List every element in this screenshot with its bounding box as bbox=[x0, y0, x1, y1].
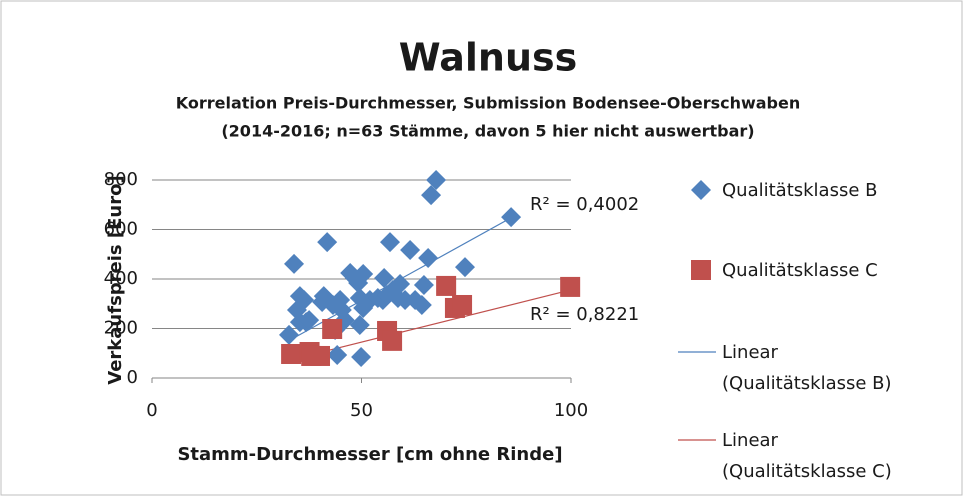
y-tick-label: 0 bbox=[127, 367, 138, 388]
point bbox=[452, 294, 473, 315]
point bbox=[426, 170, 447, 190]
point bbox=[281, 343, 302, 364]
point bbox=[310, 345, 331, 366]
point bbox=[353, 264, 374, 285]
r2-label: R² = 0,4002 bbox=[530, 194, 639, 215]
y-tick-label: 800 bbox=[104, 169, 138, 190]
point bbox=[413, 274, 434, 295]
chart-subtitle: Korrelation Preis-Durchmesser, Submissio… bbox=[176, 94, 801, 113]
x-tick-label: 50 bbox=[350, 400, 373, 421]
legend-marker bbox=[691, 260, 711, 280]
point bbox=[317, 232, 338, 253]
point bbox=[379, 232, 400, 253]
point bbox=[279, 324, 300, 345]
legend-label: Qualitätsklasse B bbox=[722, 180, 878, 201]
point bbox=[284, 253, 305, 274]
y-tick-label: 200 bbox=[104, 318, 138, 339]
y-tick-label: 400 bbox=[104, 268, 138, 289]
point bbox=[390, 273, 411, 294]
point bbox=[411, 294, 432, 315]
point bbox=[382, 330, 403, 351]
legend-marker bbox=[691, 180, 711, 200]
point bbox=[400, 240, 421, 261]
point bbox=[421, 185, 442, 206]
point bbox=[560, 276, 581, 297]
point bbox=[322, 318, 343, 339]
point bbox=[349, 315, 370, 336]
legend-label: Qualitätsklasse C bbox=[722, 260, 878, 281]
point bbox=[436, 275, 457, 296]
point bbox=[454, 257, 475, 278]
point bbox=[351, 346, 372, 367]
point bbox=[294, 290, 315, 311]
x-tick-label: 100 bbox=[554, 400, 588, 421]
y-axis-label: Verkaufspreis [Euro] bbox=[105, 175, 126, 384]
point bbox=[418, 247, 439, 268]
y-tick-label: 600 bbox=[104, 219, 138, 240]
chart-title: Walnuss bbox=[399, 36, 578, 80]
point bbox=[327, 344, 348, 365]
point bbox=[299, 310, 320, 331]
point bbox=[395, 290, 416, 311]
legend-label: Linear (Qualitätsklasse C) bbox=[722, 430, 892, 482]
point bbox=[501, 207, 522, 228]
x-axis-label: Stamm-Durchmesser [cm ohne Rinde] bbox=[177, 444, 562, 465]
point bbox=[374, 268, 395, 289]
x-tick-label: 0 bbox=[146, 400, 157, 421]
legend-label: Linear (Qualitätsklasse B) bbox=[722, 342, 892, 394]
r2-label: R² = 0,8221 bbox=[530, 304, 639, 325]
chart-subtitle: (2014-2016; n=63 Stämme, davon 5 hier ni… bbox=[221, 122, 754, 141]
